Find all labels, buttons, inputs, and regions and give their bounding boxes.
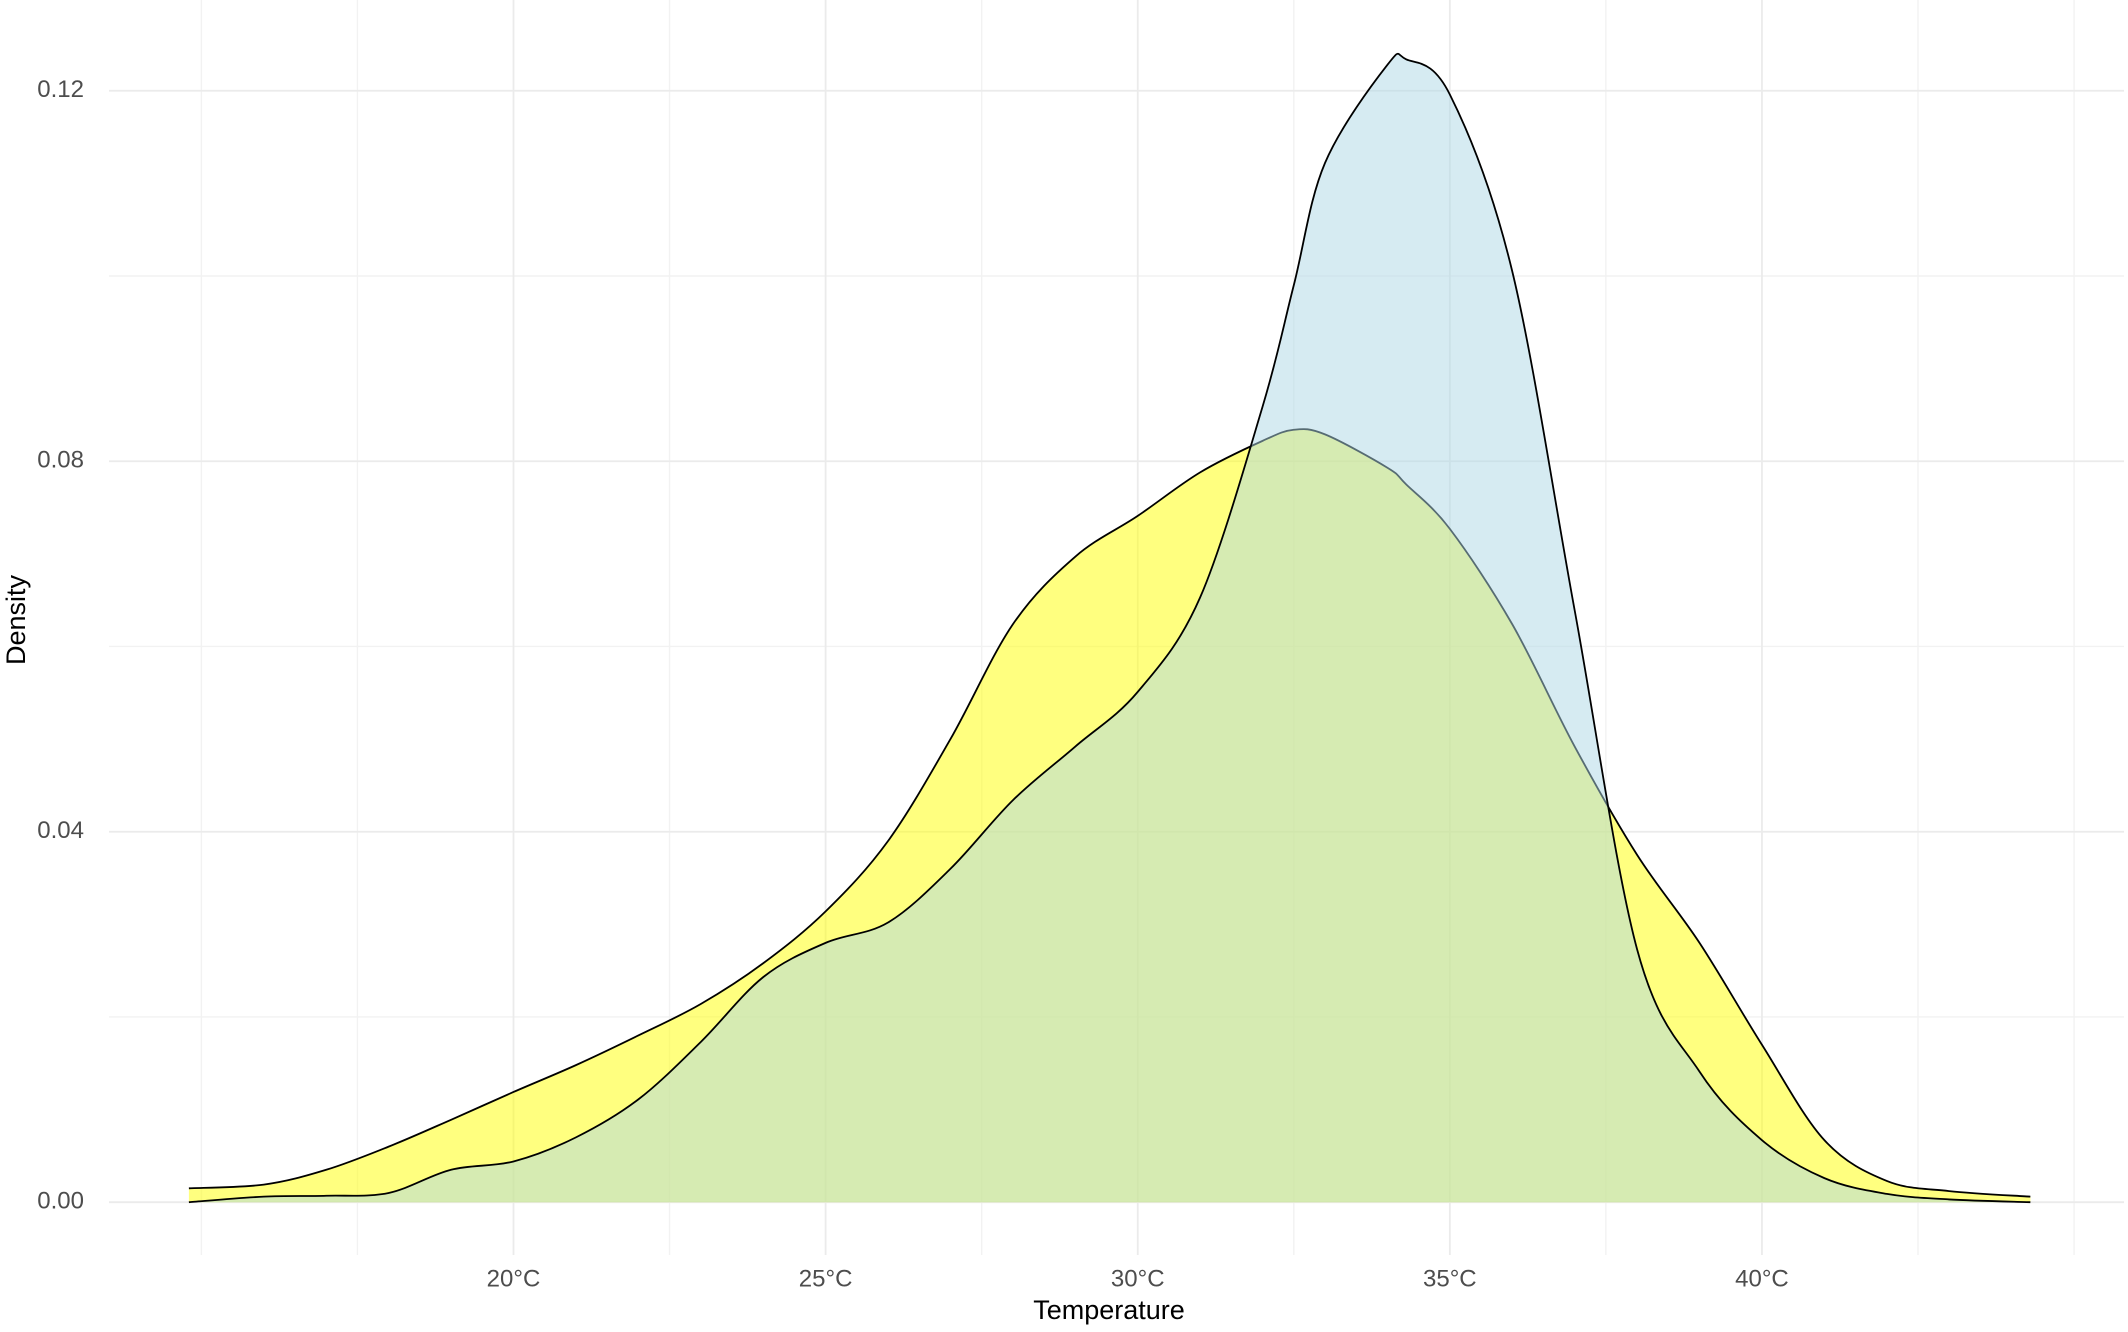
x-tick-label: 20°C: [487, 1265, 541, 1292]
x-tick-label: 25°C: [799, 1265, 853, 1292]
x-tick-label: 35°C: [1423, 1265, 1477, 1292]
y-tick-label: 0.12: [37, 76, 84, 103]
density-area: [188, 53, 2031, 1203]
y-axis-title: Density: [1, 574, 31, 665]
x-tick-label: 30°C: [1111, 1265, 1165, 1292]
density-line: [188, 52, 2031, 1204]
x-tick-label: 40°C: [1735, 1265, 1789, 1292]
y-tick-label: 0.04: [37, 817, 84, 844]
density-line: [188, 428, 2031, 1198]
y-tick-label: 0.00: [37, 1188, 84, 1215]
x-axis-title: Temperature: [1033, 1295, 1185, 1325]
y-tick-label: 0.08: [37, 447, 84, 474]
